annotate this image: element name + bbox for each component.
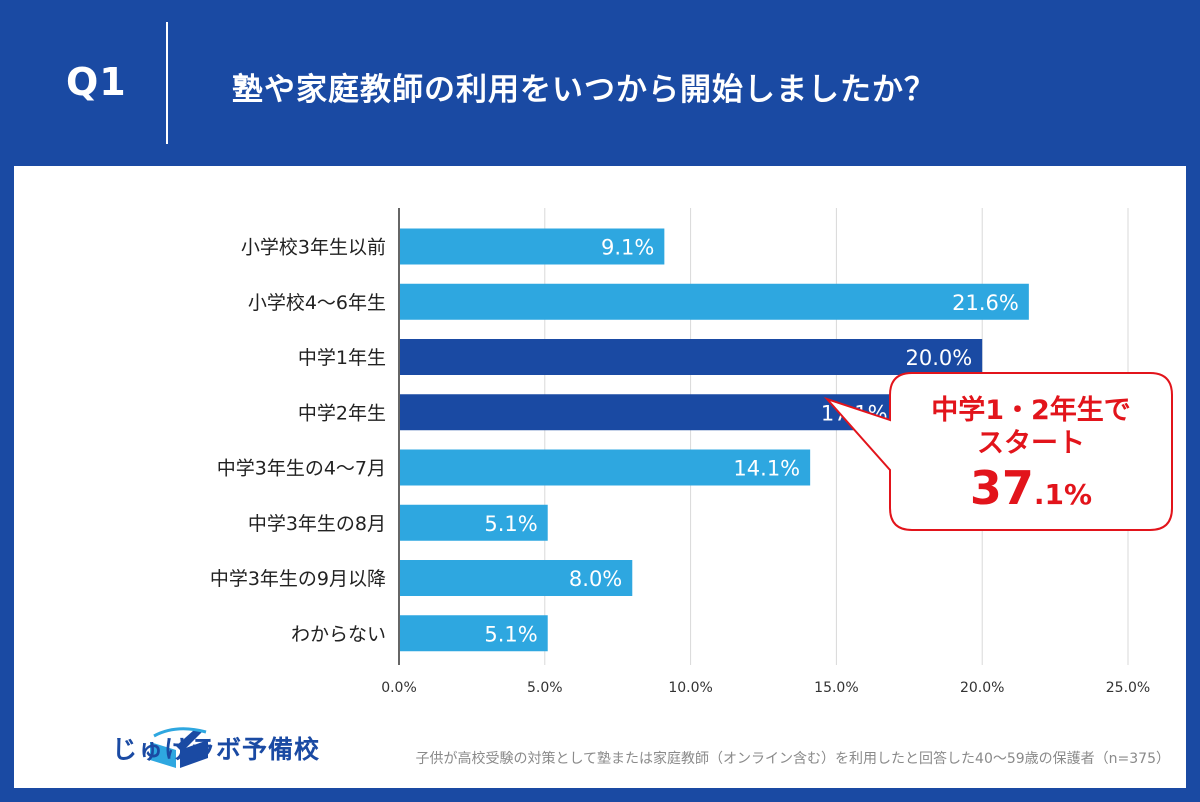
callout-bubble bbox=[823, 372, 1173, 531]
category-label: 中学3年生の4～7月 bbox=[217, 458, 386, 480]
book-logo-icon bbox=[150, 727, 208, 768]
category-label: わからない bbox=[291, 623, 386, 645]
callout-value-big: 37 bbox=[969, 461, 1034, 515]
header-divider bbox=[166, 22, 168, 144]
question-number: Q1 bbox=[66, 60, 127, 104]
bar bbox=[400, 283, 1029, 320]
bar bbox=[400, 449, 811, 486]
x-tick-label: 10.0% bbox=[668, 680, 712, 696]
category-label: 小学校3年生以前 bbox=[241, 237, 386, 259]
x-tick-label: 20.0% bbox=[960, 680, 1004, 696]
callout-line2: スタート bbox=[977, 428, 1085, 459]
x-tick-label: 0.0% bbox=[381, 680, 417, 696]
x-tick-label: 25.0% bbox=[1106, 680, 1150, 696]
bar bbox=[400, 504, 548, 541]
category-label: 小学校4～6年生 bbox=[248, 292, 386, 314]
category-label: 中学3年生の9月以降 bbox=[210, 568, 386, 590]
callout-line1: 中学1・2年生で bbox=[931, 395, 1131, 426]
category-label: 中学2年生 bbox=[298, 402, 386, 424]
data-label: 9.1% bbox=[601, 236, 654, 260]
x-tick-label: 15.0% bbox=[814, 680, 858, 696]
bar bbox=[400, 394, 898, 431]
header: Q1 塾や家庭教師の利用をいつから開始しましたか？ bbox=[0, 0, 1200, 165]
data-label: 14.1% bbox=[733, 457, 800, 481]
data-label: 5.1% bbox=[484, 512, 537, 536]
bar bbox=[400, 560, 633, 596]
data-label: 20.0% bbox=[905, 346, 972, 370]
data-label: 5.1% bbox=[484, 622, 537, 646]
footnote: 子供が高校受験の対策として塾または家庭教師（オンライン含む）を利用したと回答した… bbox=[415, 751, 1170, 767]
callout-value-small: .1% bbox=[1033, 478, 1093, 511]
callout-value: 37.1% bbox=[915, 462, 1147, 521]
data-label: 8.0% bbox=[569, 567, 622, 591]
question-title: 塾や家庭教師の利用をいつから開始しましたか？ bbox=[232, 72, 936, 108]
data-label: 21.6% bbox=[952, 291, 1019, 315]
category-label: 中学3年生の8月 bbox=[248, 513, 386, 535]
bar bbox=[400, 228, 665, 265]
x-tick-label: 5.0% bbox=[527, 680, 563, 696]
logo-text: じゅけラボ予備校 bbox=[112, 735, 321, 764]
category-label: 中学1年生 bbox=[298, 347, 386, 369]
bar bbox=[400, 615, 548, 652]
bar bbox=[400, 339, 983, 375]
